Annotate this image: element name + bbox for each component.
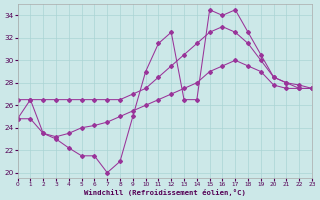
- X-axis label: Windchill (Refroidissement éolien,°C): Windchill (Refroidissement éolien,°C): [84, 189, 246, 196]
